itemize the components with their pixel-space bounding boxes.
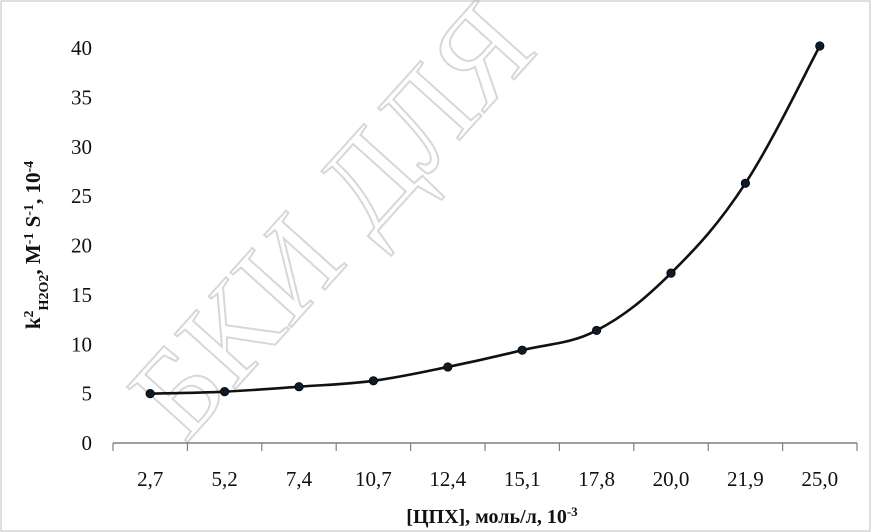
x-tick-label: 2,7 [137, 467, 163, 491]
y-tick-label: 0 [82, 431, 93, 455]
data-point [517, 345, 527, 355]
y-axis-title-part2: S [21, 216, 45, 233]
y-tick-label: 35 [71, 85, 92, 109]
y-axis-title-k: k [21, 317, 45, 329]
x-tick-label: 10,7 [355, 467, 392, 491]
y-tick-label: 10 [71, 332, 92, 356]
data-point [368, 376, 378, 386]
data-point [145, 389, 155, 399]
y-tick-label: 20 [71, 234, 92, 258]
data-point [740, 178, 751, 188]
y-axis-title-k-sub: H2O2 [37, 275, 52, 311]
data-point [815, 41, 825, 51]
series-line [148, 44, 822, 395]
x-axis-title-sup: -3 [567, 504, 578, 519]
data-point [591, 325, 602, 336]
y-axis-title: k2H2O2, M-1 S-1, 10-4 [21, 161, 52, 329]
y-tick-label: 15 [71, 283, 92, 307]
x-tick-label: 20,0 [653, 467, 690, 491]
series-layer [145, 41, 825, 399]
y-tick-label: 40 [71, 36, 92, 60]
y-axis-ticks: 0 5 10 15 20 25 30 35 40 [71, 36, 92, 455]
x-tick-label: 21,9 [727, 467, 764, 491]
data-point [443, 362, 453, 372]
data-point [294, 382, 304, 392]
y-axis-title-sup3: -4 [22, 161, 37, 173]
x-axis-ticks: 2,7 5,2 7,4 10,7 12,4 15,1 17,8 20,0 21,9 25,0 [137, 467, 838, 491]
x-tick-label: 7,4 [286, 467, 313, 491]
x-axis-title-main: [ЦПХ], моль/л, 10 [406, 506, 567, 528]
data-point [666, 268, 676, 278]
y-tick-label: 25 [71, 184, 92, 208]
y-tick-label: 30 [71, 135, 92, 159]
y-axis-title-part3: , 10 [21, 173, 45, 205]
y-axis-title-part1: , M [21, 244, 45, 275]
x-axis-title: [ЦПХ], моль/л, 10-3 [406, 504, 578, 529]
x-tick-label: 25,0 [801, 467, 838, 491]
y-tick-label: 5 [82, 382, 93, 406]
x-axis [112, 442, 858, 451]
x-tick-label: 17,8 [578, 467, 615, 491]
y-axis-title-k-sup: 2 [22, 310, 37, 317]
y-axis-title-sup1: -1 [22, 233, 37, 245]
x-tick-label: 12,4 [429, 467, 466, 491]
data-point [220, 387, 230, 397]
x-tick-label: 5,2 [211, 467, 237, 491]
y-axis-title-sup2: -1 [22, 204, 37, 216]
x-tick-label: 15,1 [504, 467, 541, 491]
